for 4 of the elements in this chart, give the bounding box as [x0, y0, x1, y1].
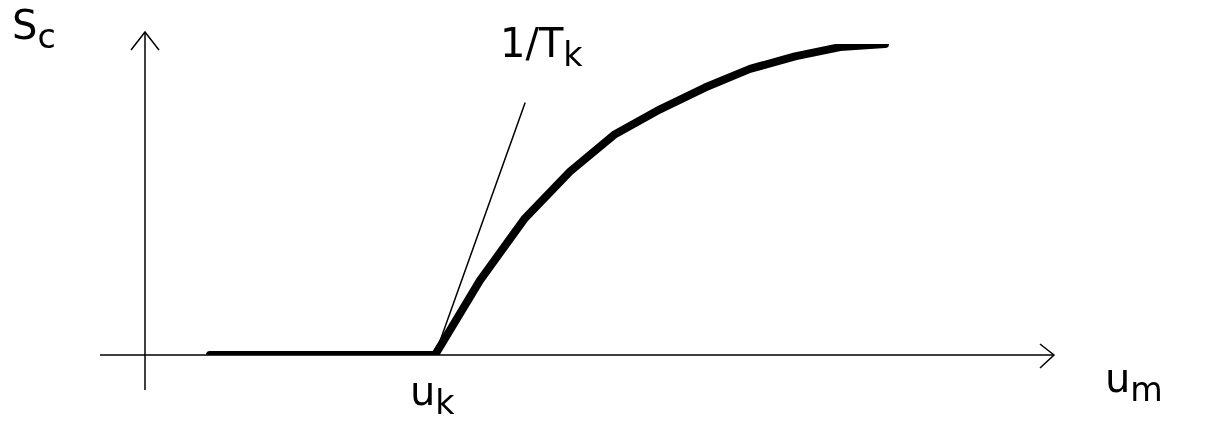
annotation: 1/T$_{k}$ [500, 20, 583, 74]
x-axis-title: u$_{m}$ [1105, 355, 1163, 409]
y-axis-title: S$_{c}$ [12, 2, 56, 56]
text: u$_{k}$ [410, 368, 455, 422]
